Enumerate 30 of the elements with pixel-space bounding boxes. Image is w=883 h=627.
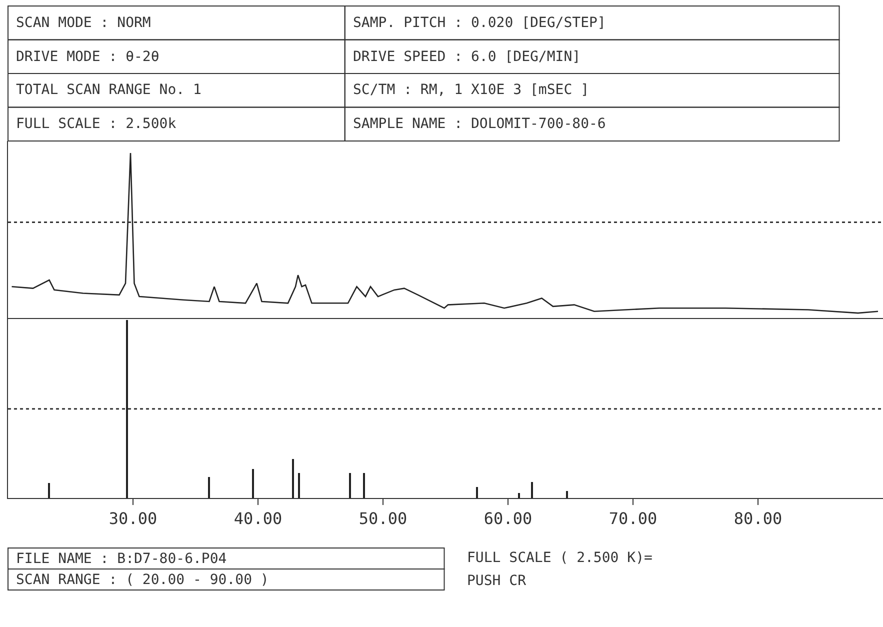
x-tick-label: 30.00: [108, 509, 158, 528]
text: TOTAL SCAN RANGE No. 1: [16, 82, 202, 98]
bar: [476, 487, 478, 498]
bar: [298, 473, 300, 498]
text: SCAN RANGE : ( 20.00 - 90.00 ): [16, 572, 269, 588]
text: FULL SCALE : 2.500k: [16, 116, 177, 132]
x-tick-label: 60.00: [484, 509, 532, 528]
bar: [531, 482, 533, 498]
text: SAMPLE NAME : DOLOMIT-700-80-6: [353, 116, 606, 132]
x-tick-label: 40.00: [234, 509, 282, 528]
x-tick-label: 70.00: [608, 509, 658, 528]
text: FILE NAME : B:D7-80-6.P04: [16, 551, 227, 567]
text: DRIVE MODE : θ-2θ: [16, 49, 160, 65]
text: DRIVE SPEED : 6.0 [DEG/MIN]: [353, 49, 581, 65]
bar: [518, 493, 520, 498]
bar: [252, 469, 254, 498]
bar: [566, 491, 568, 498]
text: PUSH CR: [467, 573, 527, 589]
bar: [208, 477, 210, 498]
text: SAMP. PITCH : 0.020 [DEG/STEP]: [353, 15, 606, 31]
x-tick-label: 80.00: [734, 509, 782, 528]
text: SCAN MODE : NORM: [16, 15, 151, 31]
text: FULL SCALE ( 2.500 K)=: [467, 550, 652, 566]
bar: [48, 483, 50, 498]
bar: [292, 459, 294, 498]
bar: [363, 473, 365, 498]
text: SC/TM : RM, 1 X10E 3 [mSEC ]: [353, 82, 590, 98]
bar: [349, 473, 351, 498]
x-tick-label: 50.00: [358, 509, 408, 528]
bar: [126, 320, 128, 498]
